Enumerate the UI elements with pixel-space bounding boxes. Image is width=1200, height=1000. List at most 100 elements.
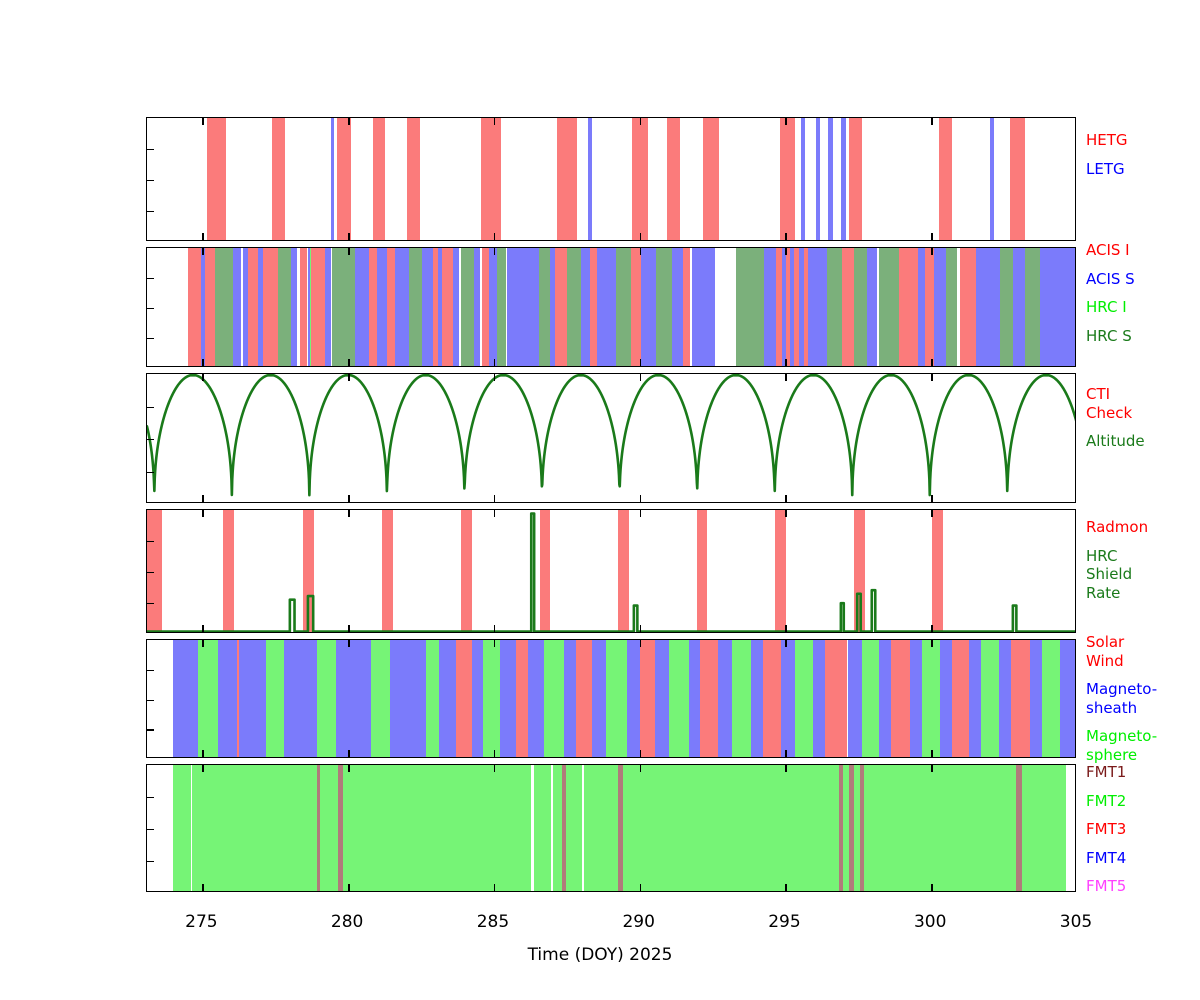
y-axis-tick <box>147 729 154 731</box>
x-axis-tick <box>493 359 496 366</box>
x-axis-tick <box>493 233 496 240</box>
interval-band <box>369 248 378 366</box>
interval-band <box>717 640 733 757</box>
x-axis-tick <box>202 118 204 125</box>
interval-band <box>290 248 297 366</box>
interval-band <box>794 248 799 366</box>
interval-band <box>666 118 681 240</box>
interval-band <box>332 248 355 366</box>
interval-band <box>471 640 483 757</box>
x-tick-label: 285 <box>476 912 510 932</box>
interval-band <box>539 248 550 366</box>
x-axis-tick <box>202 248 204 255</box>
x-axis-tick <box>931 359 933 366</box>
interval-band <box>825 640 847 757</box>
x-axis-tick <box>931 765 933 772</box>
interval-band <box>775 248 782 366</box>
interval-band <box>324 248 331 366</box>
legend-label-fmt4: FMT4 <box>1086 848 1127 867</box>
interval-band <box>854 765 861 891</box>
legend-label-fmt5: FMT5 <box>1086 877 1127 895</box>
x-axis-tick <box>202 765 204 772</box>
y-axis-tick <box>147 338 154 340</box>
interval-band <box>338 765 343 891</box>
interval-band <box>442 248 454 366</box>
legend-label-magneto--sphere: Magneto- sphere <box>1086 727 1158 764</box>
x-tick-label: 290 <box>622 912 655 932</box>
interval-band <box>549 248 556 366</box>
interval-band <box>1024 248 1040 366</box>
interval-band <box>206 118 226 240</box>
interval-band <box>507 248 540 366</box>
interval-band <box>998 640 1011 757</box>
interval-band <box>371 640 390 757</box>
x-axis-tick <box>493 625 496 632</box>
x-axis-tick <box>639 640 642 647</box>
legend-instruments: ACIS I ACIS S HRC I HRC S <box>1086 241 1135 355</box>
interval-band <box>307 248 310 366</box>
interval-band <box>808 248 827 366</box>
interval-band <box>764 248 776 366</box>
interval-band <box>1010 640 1031 757</box>
interval-band <box>794 640 813 757</box>
interval-band <box>480 118 502 240</box>
interval-band <box>700 640 718 757</box>
interval-band <box>576 640 592 757</box>
x-axis-tick <box>931 118 933 125</box>
interval-band <box>960 248 977 366</box>
x-axis-tick <box>348 765 350 772</box>
x-axis-tick <box>931 640 933 647</box>
interval-band <box>377 248 388 366</box>
x-axis-tick <box>639 233 642 240</box>
y-axis-tick <box>147 829 154 831</box>
x-axis-tick <box>202 359 204 366</box>
x-axis-tick <box>785 510 787 517</box>
x-axis-tick <box>348 233 350 240</box>
legend-label-cti-check: CTI Check <box>1086 385 1133 422</box>
interval-band <box>703 118 719 240</box>
interval-band <box>732 640 752 757</box>
interval-band <box>173 765 191 891</box>
y-axis-tick <box>147 861 154 863</box>
x-axis-tick <box>202 233 204 240</box>
y-axis-tick <box>147 308 154 310</box>
x-axis-tick <box>348 495 350 502</box>
interval-band <box>258 248 264 366</box>
interval-band <box>317 640 336 757</box>
interval-band <box>989 118 994 240</box>
interval-band <box>205 248 215 366</box>
interval-band <box>488 248 498 366</box>
interval-band <box>200 248 206 366</box>
x-tick-label: 280 <box>330 912 364 932</box>
interval-band <box>278 248 291 366</box>
panel-gratings <box>146 117 1076 241</box>
interval-band <box>564 640 577 757</box>
x-axis-tick <box>202 510 204 517</box>
legend-solarwind: Solar Wind Magneto- sheath Magneto- sphere <box>1086 633 1157 774</box>
x-axis-tick <box>785 750 787 757</box>
interval-band <box>147 510 163 632</box>
panel-instruments <box>146 247 1076 367</box>
x-axis-tick <box>639 118 642 125</box>
interval-band <box>826 248 843 366</box>
interval-band <box>354 248 370 366</box>
interval-band <box>790 248 795 366</box>
interval-band <box>303 510 315 632</box>
y-axis-tick <box>147 149 154 151</box>
interval-band <box>800 118 806 240</box>
interval-band <box>815 118 821 240</box>
x-axis-tick <box>931 625 933 632</box>
x-axis-tick <box>348 625 350 632</box>
interval-band <box>316 765 321 891</box>
legend-label-hrc-i: HRC I <box>1086 298 1127 316</box>
y-axis-tick <box>147 797 154 799</box>
x-axis-tick <box>785 884 787 891</box>
interval-band <box>655 640 670 757</box>
interval-band <box>1039 248 1075 366</box>
interval-band <box>300 248 307 366</box>
interval-band <box>867 248 877 366</box>
interval-band <box>922 640 940 757</box>
interval-band <box>284 640 318 757</box>
x-axis-tick <box>348 750 350 757</box>
